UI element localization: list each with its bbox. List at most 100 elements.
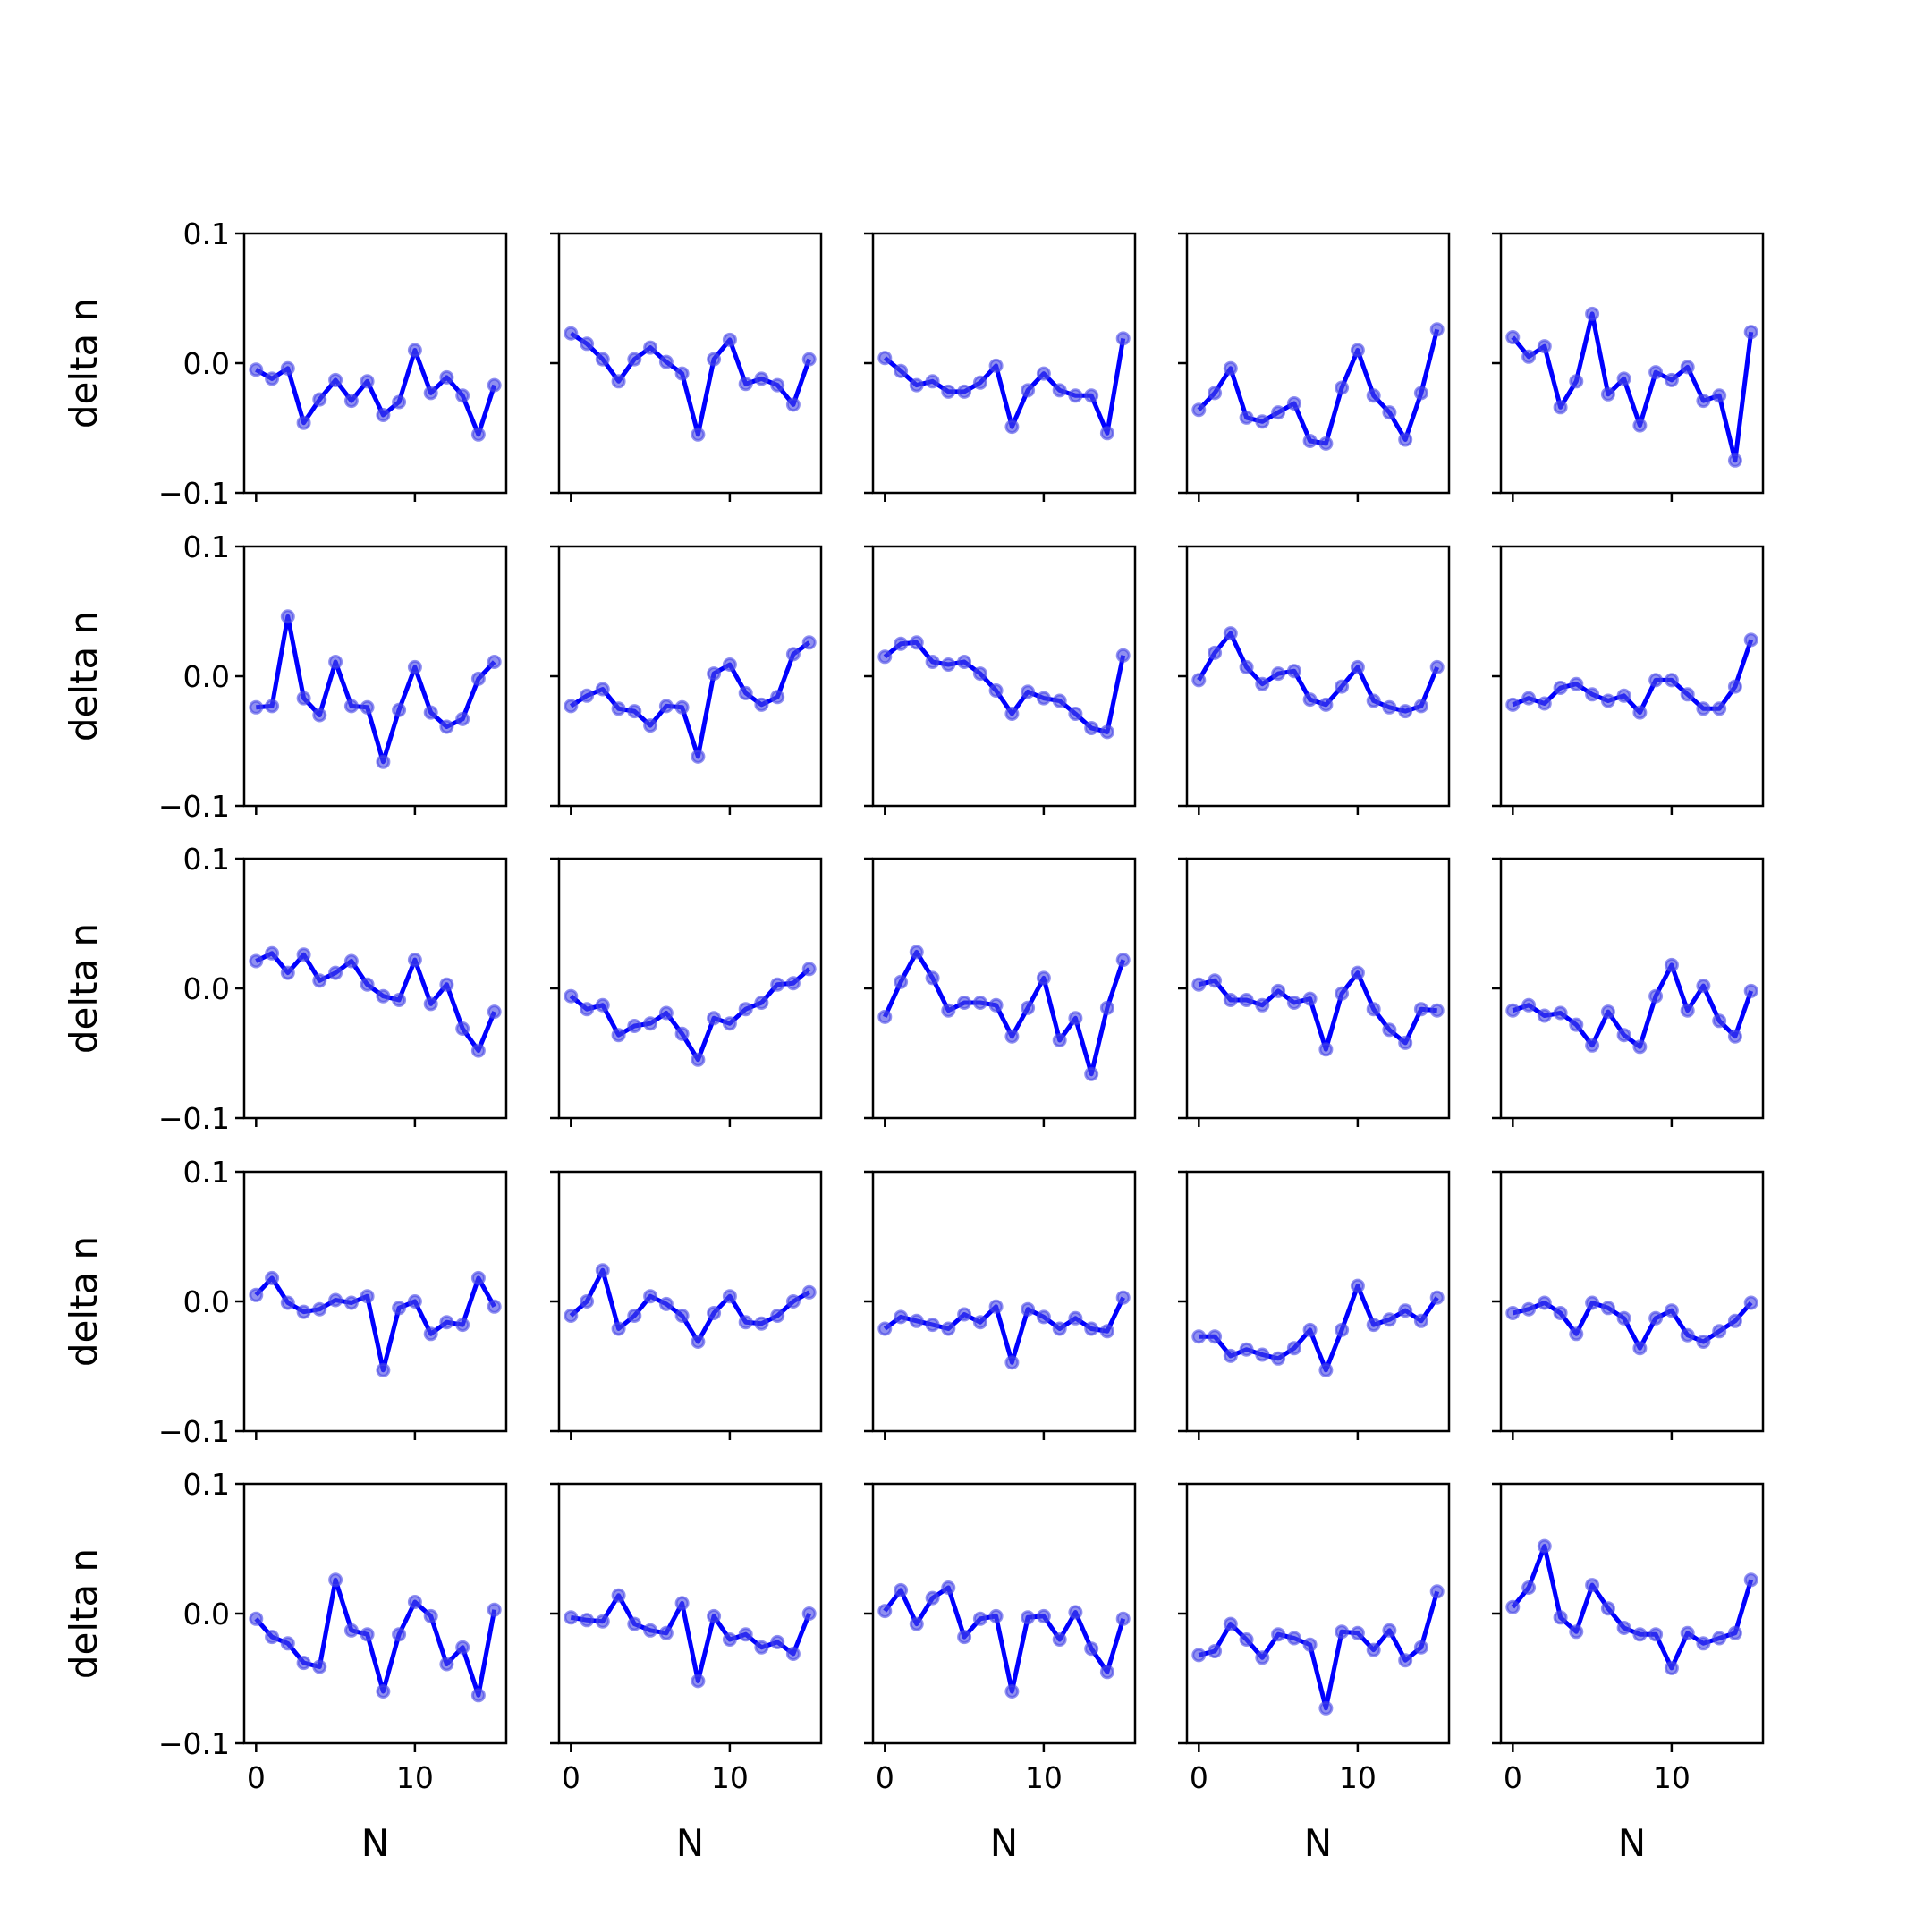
data-point xyxy=(738,377,753,392)
data-point xyxy=(1664,372,1679,387)
data-point xyxy=(1099,1665,1114,1680)
y-tick-label: 0.0 xyxy=(183,346,230,381)
data-point xyxy=(972,996,987,1010)
data-point xyxy=(407,1595,422,1609)
data-point xyxy=(691,427,706,442)
data-point xyxy=(1505,1003,1521,1018)
axes-frame xyxy=(1499,232,1765,495)
data-point xyxy=(770,1309,785,1323)
data-point xyxy=(1712,701,1727,716)
panel-4-1: −0.1 0.0 0.1 delta n xyxy=(62,1155,508,1449)
panel-5-2: 0 10N xyxy=(550,1482,823,1865)
panel-2-4 xyxy=(1178,545,1451,815)
x-tick-label: 0 xyxy=(1504,1760,1522,1795)
data-point xyxy=(1398,1035,1413,1050)
data-point xyxy=(1271,405,1286,420)
data-point xyxy=(376,1684,391,1699)
data-point xyxy=(580,1002,595,1017)
data-point xyxy=(1004,1029,1020,1044)
data-point xyxy=(722,1016,737,1031)
panel-3-4 xyxy=(1178,857,1451,1127)
data-point xyxy=(1021,1000,1036,1015)
series-line xyxy=(1197,328,1440,446)
data-point xyxy=(988,997,1004,1013)
data-point xyxy=(328,1292,343,1308)
data-point xyxy=(1505,330,1521,344)
panel-1-2 xyxy=(550,232,823,502)
data-point xyxy=(1084,388,1099,403)
data-point xyxy=(754,1640,769,1655)
y-axis-label: delta n xyxy=(62,611,106,741)
x-tick-label: 0 xyxy=(247,1760,266,1795)
data-point xyxy=(1318,1362,1334,1377)
data-point xyxy=(988,1608,1004,1623)
data-point xyxy=(611,1588,626,1603)
data-point xyxy=(877,649,893,665)
y-tick-label: 0.0 xyxy=(183,1597,230,1631)
data-point xyxy=(707,1608,722,1623)
data-point xyxy=(643,1623,658,1638)
y-tick-label: 0.0 xyxy=(183,971,230,1006)
data-point xyxy=(1537,1008,1552,1023)
data-point xyxy=(1115,1611,1131,1626)
data-point xyxy=(1632,418,1648,433)
data-point xyxy=(1712,1631,1727,1646)
data-point xyxy=(1413,699,1428,714)
data-point xyxy=(312,973,327,988)
data-point xyxy=(328,655,343,669)
data-point xyxy=(564,326,579,341)
series-line xyxy=(254,1577,497,1698)
data-point xyxy=(707,352,722,367)
data-point xyxy=(1084,1321,1099,1336)
data-point xyxy=(707,1011,722,1026)
data-point xyxy=(296,415,311,430)
data-point xyxy=(894,1309,909,1325)
data-point xyxy=(595,1263,610,1278)
panel-4-3 xyxy=(864,1170,1137,1440)
data-point xyxy=(925,1590,940,1606)
data-point xyxy=(1537,1295,1552,1310)
data-point xyxy=(941,1321,956,1336)
series-line xyxy=(569,1267,810,1344)
data-point xyxy=(957,996,972,1010)
data-point xyxy=(925,970,940,986)
data-point xyxy=(1052,693,1067,708)
data-point xyxy=(801,1284,817,1300)
data-point xyxy=(328,1572,343,1588)
data-point xyxy=(877,1604,893,1619)
data-point xyxy=(691,1052,706,1067)
y-tick-label: −0.1 xyxy=(158,1101,230,1136)
data-point xyxy=(1632,1341,1648,1356)
data-point xyxy=(1302,1322,1318,1337)
data-point xyxy=(785,976,801,991)
panel-4-4 xyxy=(1178,1170,1451,1440)
data-point xyxy=(280,1295,295,1310)
y-tick-label: 0.1 xyxy=(183,842,230,877)
data-point xyxy=(564,1309,579,1323)
data-point xyxy=(801,1606,817,1621)
data-point xyxy=(360,977,375,992)
x-tick-label: 0 xyxy=(876,1760,894,1795)
data-point xyxy=(455,388,470,403)
data-point xyxy=(972,375,987,390)
data-point xyxy=(249,1611,264,1626)
data-point xyxy=(957,1630,972,1645)
data-point xyxy=(1271,1627,1286,1642)
data-point xyxy=(1429,1003,1445,1018)
data-point xyxy=(972,1611,987,1626)
y-tick-label: −0.1 xyxy=(158,476,230,511)
data-point xyxy=(595,1614,610,1629)
data-point xyxy=(894,974,909,989)
data-point xyxy=(1505,697,1521,712)
series-line xyxy=(883,337,1126,436)
panel-3-1: −0.1 0.0 0.1 delta n xyxy=(62,842,508,1136)
data-point xyxy=(1068,388,1083,403)
axes-frame xyxy=(1185,545,1451,808)
data-point xyxy=(894,363,909,378)
panel-3-2 xyxy=(550,857,823,1127)
data-point xyxy=(658,354,674,369)
data-point xyxy=(1632,705,1648,720)
data-point xyxy=(1036,691,1051,706)
data-point xyxy=(1335,1624,1350,1640)
data-point xyxy=(1696,979,1711,994)
